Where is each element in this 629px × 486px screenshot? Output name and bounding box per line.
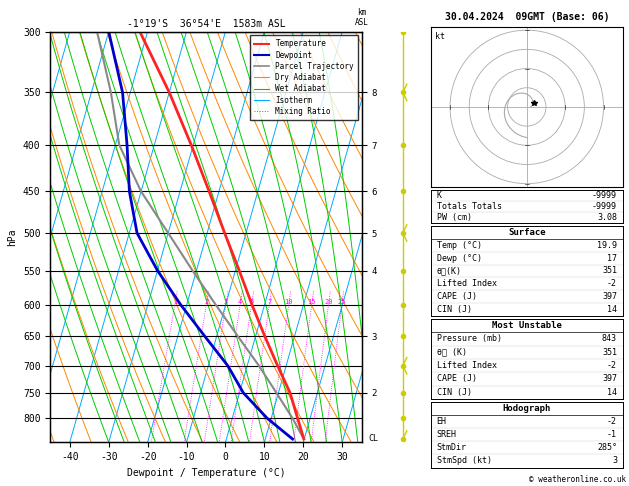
Text: Totals Totals: Totals Totals [437,202,501,211]
Text: CAPE (J): CAPE (J) [437,374,477,383]
Text: Lifted Index: Lifted Index [437,279,497,288]
Text: © weatheronline.co.uk: © weatheronline.co.uk [529,474,626,484]
Text: Dewp (°C): Dewp (°C) [437,254,482,262]
Title: -1°19'S  36°54'E  1583m ASL: -1°19'S 36°54'E 1583m ASL [126,19,286,30]
Text: -2: -2 [607,361,617,370]
Text: 17: 17 [607,254,617,262]
Text: 3.08: 3.08 [597,213,617,222]
Text: θᴇ(K): θᴇ(K) [437,266,462,276]
Text: -2: -2 [607,279,617,288]
Text: -1: -1 [607,430,617,439]
Text: 25: 25 [338,299,346,305]
Text: Lifted Index: Lifted Index [437,361,497,370]
Text: 20: 20 [325,299,333,305]
Text: Most Unstable: Most Unstable [492,321,562,330]
Text: K: K [437,191,442,200]
Text: 351: 351 [602,347,617,357]
Text: CAPE (J): CAPE (J) [437,292,477,301]
Text: SREH: SREH [437,430,457,439]
Text: 2: 2 [204,299,208,305]
Text: 397: 397 [602,292,617,301]
Y-axis label: hPa: hPa [8,228,18,246]
Text: 7: 7 [267,299,271,305]
Text: 14: 14 [607,305,617,314]
Text: 15: 15 [308,299,316,305]
Text: 14: 14 [607,388,617,397]
Text: Hodograph: Hodograph [503,404,551,413]
Text: CL: CL [368,434,378,444]
Text: 397: 397 [602,374,617,383]
X-axis label: Dewpoint / Temperature (°C): Dewpoint / Temperature (°C) [126,468,286,478]
Text: 1: 1 [172,299,177,305]
Text: 3: 3 [224,299,228,305]
Text: -9999: -9999 [592,202,617,211]
Text: EH: EH [437,417,447,426]
Text: -2: -2 [607,417,617,426]
Text: Pressure (mb): Pressure (mb) [437,334,501,344]
Text: Surface: Surface [508,228,545,237]
Text: 30.04.2024  09GMT (Base: 06): 30.04.2024 09GMT (Base: 06) [445,12,609,22]
Text: StmSpd (kt): StmSpd (kt) [437,456,492,466]
Legend: Temperature, Dewpoint, Parcel Trajectory, Dry Adiabat, Wet Adiabat, Isotherm, Mi: Temperature, Dewpoint, Parcel Trajectory… [250,35,358,120]
Text: CIN (J): CIN (J) [437,305,472,314]
Text: -9999: -9999 [592,191,617,200]
Text: 10: 10 [284,299,293,305]
Text: kt: kt [435,32,445,40]
Text: StmDir: StmDir [437,443,467,452]
Text: 4: 4 [238,299,242,305]
Text: 3: 3 [612,456,617,466]
Text: km
ASL: km ASL [355,8,369,28]
Text: 351: 351 [602,266,617,276]
Text: PW (cm): PW (cm) [437,213,472,222]
Text: 19.9: 19.9 [597,241,617,250]
Text: Temp (°C): Temp (°C) [437,241,482,250]
Text: 843: 843 [602,334,617,344]
Text: CIN (J): CIN (J) [437,388,472,397]
Text: θᴇ (K): θᴇ (K) [437,347,467,357]
Text: 285°: 285° [597,443,617,452]
Text: 5: 5 [250,299,253,305]
